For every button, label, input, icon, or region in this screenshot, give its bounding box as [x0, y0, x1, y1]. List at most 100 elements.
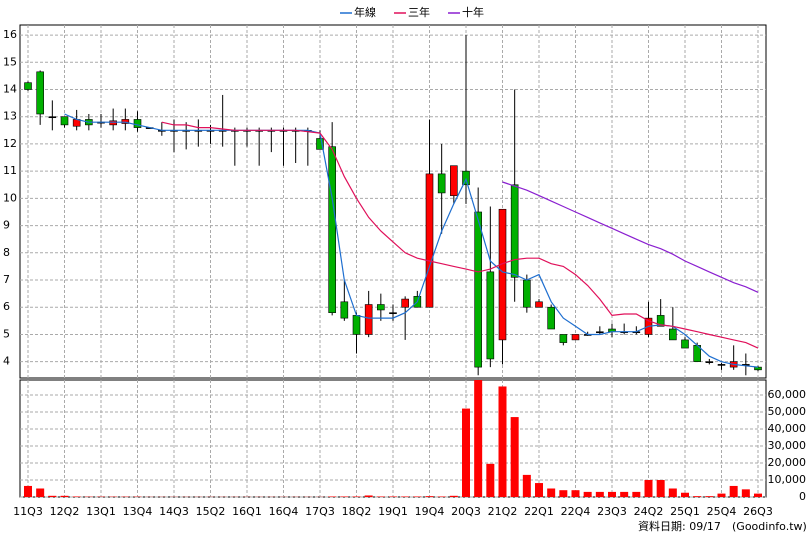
x-tick-label: 19Q4	[415, 505, 445, 518]
candle-body	[60, 116, 69, 126]
candle-body	[133, 119, 142, 128]
volume-bar	[547, 488, 556, 497]
candle-body	[48, 116, 57, 119]
volume-bar	[608, 491, 616, 497]
volume-bar	[717, 493, 726, 497]
volume-bar	[644, 479, 653, 497]
line-series	[64, 113, 759, 368]
volume-bar	[656, 479, 665, 497]
y-tick-label: 9	[3, 219, 10, 232]
x-tick-label: 24Q2	[634, 505, 664, 518]
volume-bar	[437, 496, 446, 497]
x-tick-label: 13Q4	[123, 505, 153, 518]
volume-bar	[462, 408, 470, 497]
legend-label: 三年	[408, 5, 430, 19]
volume-bar	[681, 492, 689, 497]
volume-bar	[741, 489, 750, 497]
volume-bar	[583, 491, 592, 497]
volume-bar	[389, 496, 397, 497]
volume-bar	[364, 495, 373, 497]
y2-tick-label: 50,000	[768, 405, 807, 418]
volume-bar	[535, 483, 543, 497]
candle-body	[717, 364, 726, 366]
x-tick-label: 23Q3	[597, 505, 627, 518]
volume-bar	[571, 490, 580, 497]
x-tick-label: 17Q3	[305, 505, 335, 518]
volume-bar	[340, 496, 349, 497]
y-tick-label: 8	[3, 246, 10, 259]
candle-body	[109, 120, 117, 126]
y-tick-label: 11	[3, 164, 17, 177]
volume-bar	[24, 485, 32, 497]
volume-bar	[510, 417, 519, 497]
candle-body	[401, 298, 409, 308]
y2-tick-label: 10,000	[768, 473, 807, 486]
line-series	[502, 181, 759, 293]
volume-bar	[328, 496, 337, 497]
candle-body	[656, 315, 665, 327]
y-tick-label: 6	[3, 300, 10, 313]
y-tick-label: 16	[3, 28, 17, 41]
x-tick-label: 16Q4	[269, 505, 299, 518]
candle-body	[364, 304, 373, 335]
volume-bar	[729, 485, 738, 497]
candle-body	[535, 301, 543, 308]
candle-body	[437, 173, 446, 194]
candle-body	[596, 331, 604, 334]
y-tick-label: 10	[3, 191, 17, 204]
y2-tick-label: 0	[799, 490, 806, 503]
source: (Goodinfo.tw)	[732, 520, 807, 533]
candle-body	[474, 211, 482, 368]
candle-body	[389, 312, 397, 314]
volume-bar	[425, 496, 434, 497]
volume-bar	[754, 493, 762, 497]
x-tick-label: 25Q1	[670, 505, 700, 518]
volume-bar	[522, 474, 531, 497]
volume-bar	[620, 491, 629, 497]
volume-bar	[36, 488, 45, 497]
x-tick-label: 22Q1	[524, 505, 554, 518]
candle-body	[705, 361, 714, 363]
volume-bar	[449, 495, 458, 497]
candle-body	[559, 334, 568, 343]
y-tick-label: 15	[3, 55, 17, 68]
x-tick-label: 26Q3	[743, 505, 773, 518]
y-tick-label: 13	[3, 110, 17, 123]
candle-body	[328, 146, 336, 313]
candle-body	[523, 279, 531, 308]
volume-bar	[376, 496, 385, 497]
x-tick-label: 20Q3	[451, 505, 481, 518]
volume-bar	[632, 491, 641, 497]
x-tick-label: 13Q1	[86, 505, 116, 518]
volume-bar	[693, 496, 702, 497]
volume-bar	[559, 490, 568, 497]
y2-tick-label: 30,000	[768, 439, 807, 452]
candle-body	[425, 173, 434, 308]
candle-body	[510, 184, 519, 278]
candle-body	[24, 82, 32, 90]
y2-tick-label: 20,000	[768, 456, 807, 469]
x-tick-label: 11Q3	[13, 505, 43, 518]
volume-bar	[498, 386, 507, 497]
y2-tick-label: 60,000	[768, 388, 807, 401]
candle-body	[377, 304, 385, 311]
legend-label: 年線	[354, 5, 376, 19]
x-tick-label: 18Q2	[342, 505, 372, 518]
x-tick-label: 12Q2	[50, 505, 80, 518]
x-tick-label: 19Q1	[378, 505, 408, 518]
x-tick-label: 21Q2	[488, 505, 518, 518]
y2-tick-label: 40,000	[768, 422, 807, 435]
volume-bar	[401, 496, 410, 497]
candle-body	[121, 119, 130, 124]
volume-bar	[352, 496, 361, 497]
x-tick-label: 25Q4	[707, 505, 737, 518]
candle-body	[486, 271, 495, 360]
volume-bar	[486, 463, 495, 497]
x-tick-label: 22Q4	[561, 505, 591, 518]
y-tick-label: 7	[3, 273, 10, 286]
volume-bar	[668, 488, 677, 497]
candle-body	[571, 334, 580, 341]
legend-label: 十年	[462, 5, 484, 19]
